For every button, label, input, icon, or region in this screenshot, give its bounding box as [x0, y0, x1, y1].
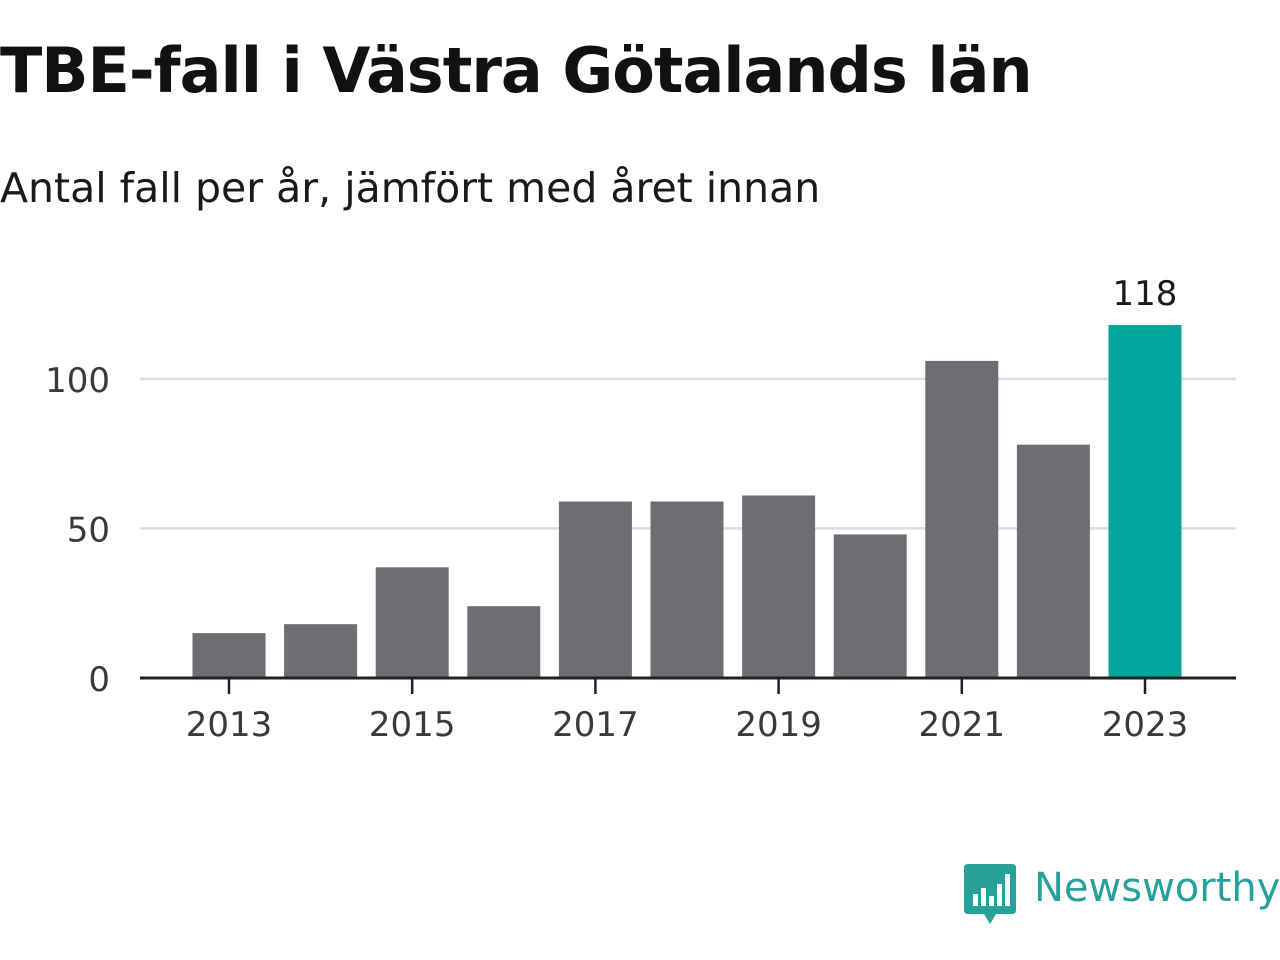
bar: [650, 501, 724, 678]
bar: [467, 606, 541, 678]
x-tick-label: 2013: [186, 705, 273, 745]
x-tick-label: 2015: [369, 705, 456, 745]
bar: [284, 624, 358, 678]
brand-name: Newsworthy: [1034, 865, 1280, 911]
x-tick-label: 2019: [735, 705, 822, 745]
y-tick-label: 50: [67, 510, 110, 550]
data-label: 118: [1113, 274, 1178, 314]
bars: [192, 325, 1182, 678]
bar: [925, 360, 999, 678]
bar: [558, 501, 632, 678]
x-tick-label: 2017: [552, 705, 639, 745]
chart-title: TBE-fall i Västra Götalands län: [0, 34, 1033, 107]
y-tick-label: 100: [45, 361, 110, 401]
bar: [1108, 325, 1182, 678]
chart-subtitle: Antal fall per år, jämfört med året inna…: [0, 164, 821, 212]
bar: [833, 534, 907, 678]
x-tick-label: 2021: [919, 705, 1006, 745]
labels: 0 50 100 2013 2015 2017 2019 2021 2023 118: [45, 274, 1188, 745]
bar: [375, 567, 449, 678]
x-tick-label: 2023: [1102, 705, 1189, 745]
bar: [1016, 444, 1090, 678]
bar: [742, 495, 816, 678]
y-tick-label: 0: [88, 660, 110, 700]
bar: [192, 633, 266, 678]
axes: [140, 676, 1236, 694]
newsworthy-logo: Newsworthy: [964, 864, 1280, 926]
newsworthy-logo-icon: [964, 864, 1016, 924]
